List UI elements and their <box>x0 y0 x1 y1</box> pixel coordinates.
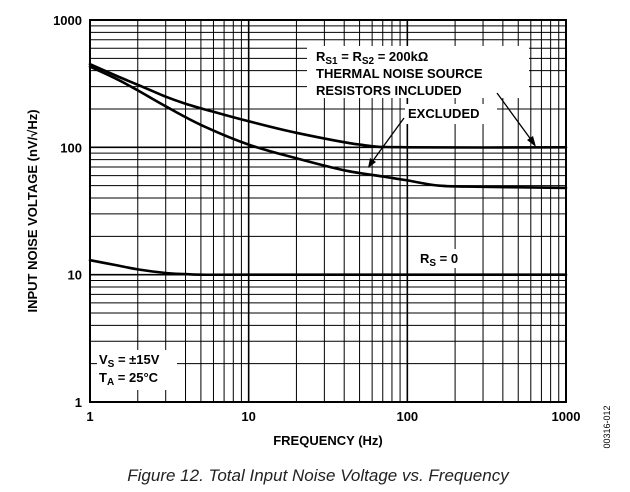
annotation-bg-included <box>307 46 529 98</box>
y-tick-label: 100 <box>60 140 82 155</box>
included-annotation-line1: THERMAL NOISE SOURCE <box>316 66 483 81</box>
temperature-annotation: TA = 25°C <box>99 370 159 388</box>
plot-frame <box>89 19 567 403</box>
resistor-value-annotation: RS1 = RS2 = 200kΩ <box>316 49 428 67</box>
excluded-leader-arrow <box>368 117 405 168</box>
annotation-bg-rs0 <box>417 249 471 268</box>
y-tick-label: 1 <box>75 395 82 410</box>
y-tick-label: 1000 <box>53 13 82 28</box>
x-tick-label: 10 <box>241 409 255 424</box>
series-line-excluded <box>88 65 568 190</box>
excluded-annotation: EXCLUDED <box>408 106 480 121</box>
y-tick-label: 10 <box>68 268 82 283</box>
x-tick-label: 1000 <box>552 409 581 424</box>
x-tick-label: 100 <box>396 409 418 424</box>
rs-zero-annotation: RS = 0 <box>420 251 458 269</box>
y-axis-label: INPUT NOISE VOLTAGE (nV/√Hz) <box>25 109 40 312</box>
tick-labels: 1 10 100 1000 1 10 100 1000 <box>53 13 580 424</box>
figure-id: 00316-012 <box>602 405 612 448</box>
series-line-rs-zero <box>88 258 568 277</box>
figure-caption: Figure 12. Total Input Noise Voltage vs.… <box>127 466 510 485</box>
supply-voltage-annotation: VS = ±15V <box>99 352 160 370</box>
x-axis-label: FREQUENCY (Hz) <box>273 433 383 448</box>
included-leader-arrow <box>496 92 536 147</box>
annotation-bg-conditions <box>97 350 177 390</box>
x-tick-label: 1 <box>86 409 93 424</box>
series-line-included <box>88 62 568 149</box>
annotation-bg-excluded <box>405 104 497 124</box>
included-annotation-line2: RESISTORS INCLUDED <box>316 83 462 98</box>
series-group <box>88 62 568 277</box>
